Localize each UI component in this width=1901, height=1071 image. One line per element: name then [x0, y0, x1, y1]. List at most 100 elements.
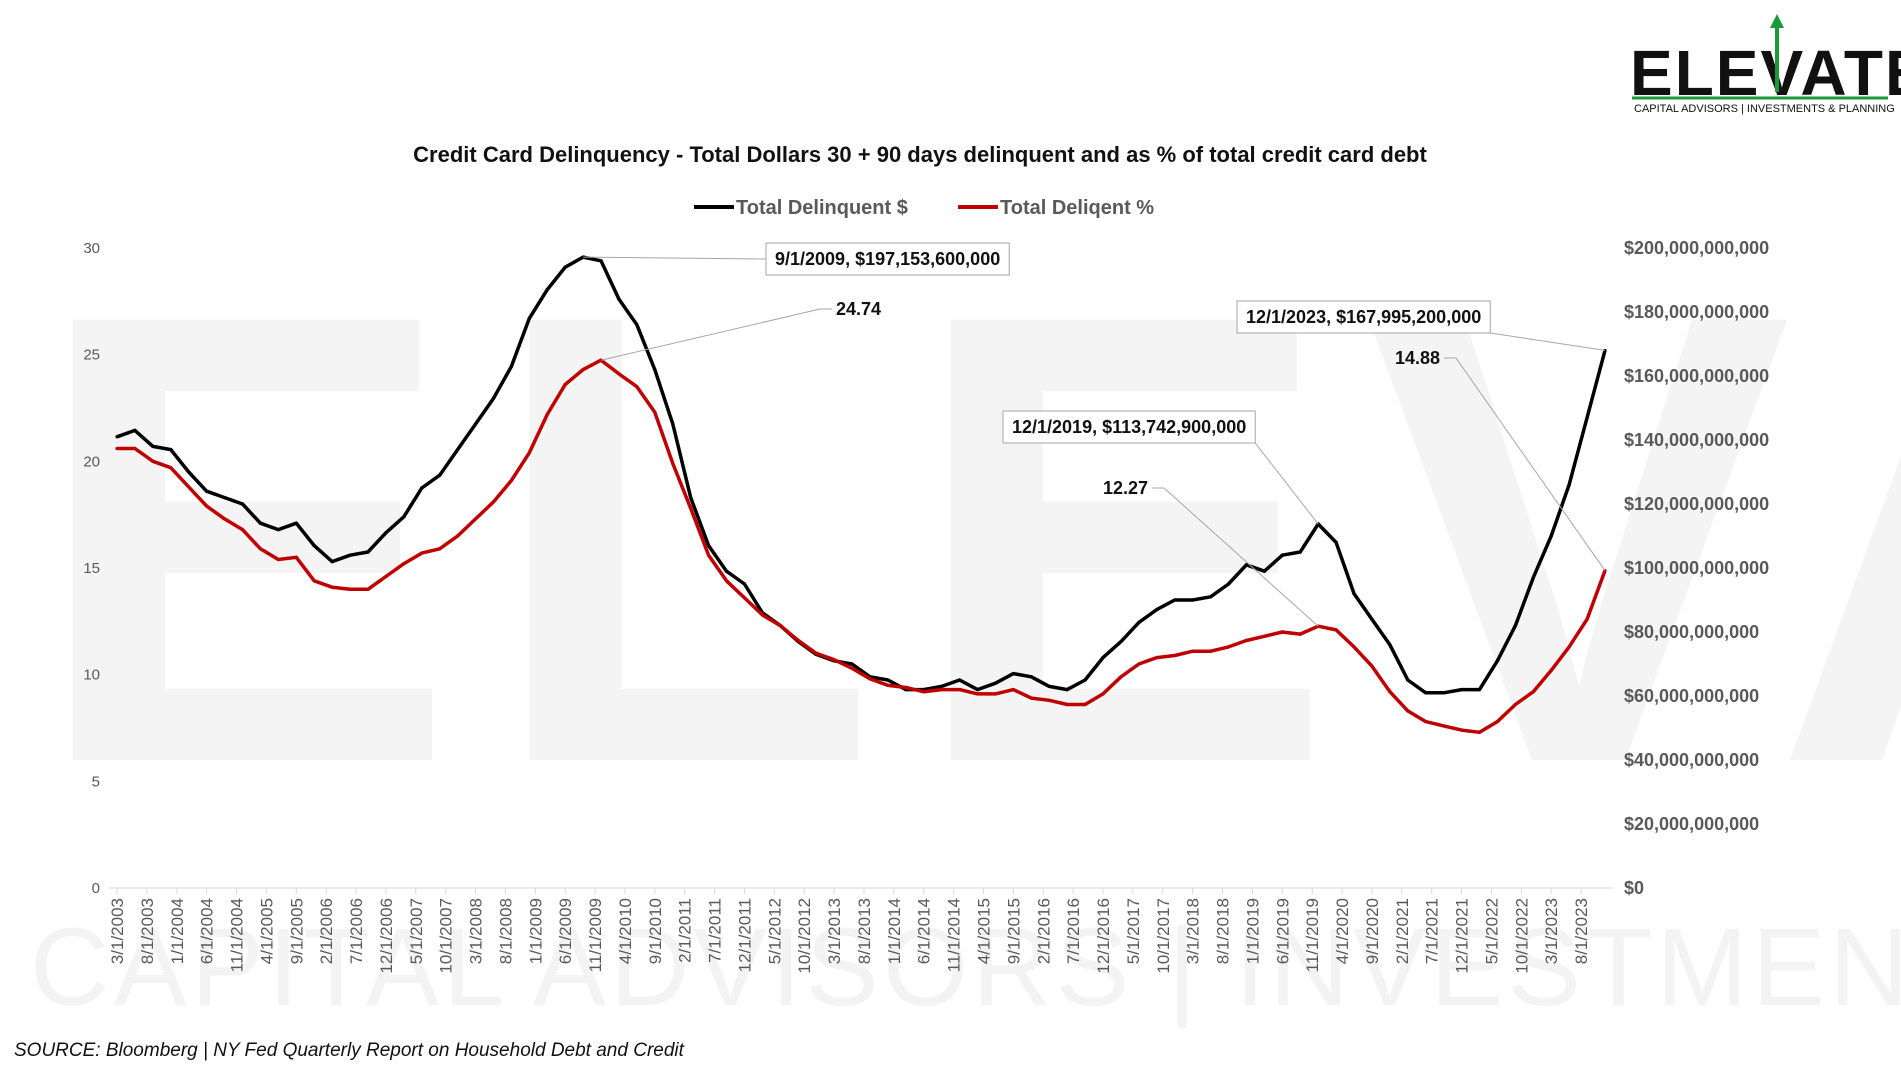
x-axis-tick-label: 8/1/2008 — [496, 898, 515, 964]
watermark-subtitle: CAPITAL ADVISORS | INVESTMENTS & PLANNIN… — [30, 906, 1901, 1029]
series-point — [1173, 653, 1177, 658]
annotation-box — [1002, 410, 1256, 444]
left-axis-tick-label: 5 — [92, 773, 100, 790]
x-axis-tick-label: 5/1/2017 — [1124, 898, 1143, 964]
series-point — [1083, 702, 1087, 707]
series-point — [1029, 696, 1033, 700]
right-axis-tick-label: $60,000,000,000 — [1624, 686, 1759, 706]
series-point — [904, 685, 908, 690]
annotation-label: 9/1/2009, $197,153,600,000 — [775, 249, 1000, 269]
x-axis-tick-label: 10/1/2012 — [795, 898, 814, 974]
series-point — [456, 448, 460, 452]
series-point — [599, 259, 603, 263]
series-point — [133, 446, 137, 451]
series-point — [814, 651, 818, 655]
series-point — [1549, 534, 1553, 538]
series-point — [240, 502, 245, 506]
series-point — [617, 297, 621, 301]
series-point — [258, 521, 263, 525]
x-axis: 3/1/2003 8/1/2003 1/1/2004 6/1/2004 11/1/200… — [108, 888, 1591, 974]
series-point — [617, 372, 621, 376]
series-point — [294, 555, 298, 559]
series-line-delinquent-percent — [117, 358, 1607, 735]
x-axis-tick-label: 2/1/2016 — [1034, 898, 1053, 964]
series-point — [724, 569, 729, 573]
series-point — [545, 288, 549, 292]
series-point — [868, 677, 872, 681]
x-axis-tick-label: 6/1/2004 — [198, 898, 217, 964]
series-point — [258, 547, 263, 551]
x-axis-tick-label: 12/1/2011 — [735, 898, 754, 972]
series-point — [958, 678, 962, 682]
x-axis-tick-label: 9/1/2015 — [1004, 898, 1023, 964]
series-point — [169, 466, 173, 470]
series-point — [850, 666, 854, 670]
series-point — [1406, 709, 1410, 713]
series-point — [1495, 720, 1500, 724]
right-axis-tick-label: $80,000,000,000 — [1624, 622, 1759, 642]
x-axis-tick-label: 2/1/2021 — [1393, 898, 1412, 964]
annotation-label: 24.74 — [836, 299, 881, 319]
series-point — [1083, 678, 1087, 682]
series-point — [509, 478, 514, 483]
series-point — [151, 459, 155, 463]
series-point — [1424, 720, 1428, 724]
right-axis: $0 $20,000,000,000 $40,000,000,000 $60,000,… — [1624, 238, 1769, 898]
logo: ELEVATE CAPITAL ADVISORS | INVESTMENTS &… — [1630, 14, 1901, 115]
series-point — [1513, 624, 1517, 628]
annotation: 14.88 — [1395, 348, 1606, 571]
series-point — [402, 515, 406, 519]
series-point — [707, 544, 711, 548]
series-point — [1442, 691, 1446, 695]
series-point — [384, 531, 388, 535]
series-point — [187, 485, 191, 489]
annotation: 24.74 — [600, 299, 881, 361]
x-axis-tick-label: 2/1/2011 — [676, 898, 695, 963]
right-axis-tick-label: $180,000,000,000 — [1624, 302, 1769, 322]
series-point — [1208, 649, 1213, 653]
series-point — [276, 528, 280, 532]
logo-arrow-icon — [1770, 14, 1784, 92]
x-axis-tick-label: 1/1/2019 — [1243, 898, 1262, 964]
x-axis-tick-label: 4/1/2015 — [975, 898, 994, 964]
annotation-label: 12.27 — [1103, 478, 1148, 498]
left-axis-tick-label: 20 — [83, 453, 100, 470]
series-point — [886, 683, 890, 687]
series-point — [1477, 730, 1482, 734]
series-point — [689, 496, 693, 500]
x-axis-tick-label: 5/1/2012 — [765, 898, 784, 964]
x-axis-tick-label: 6/1/2019 — [1273, 898, 1292, 964]
x-axis-tick-label: 3/1/2018 — [1184, 898, 1203, 964]
right-axis-tick-label: $100,000,000,000 — [1624, 558, 1769, 578]
series-point — [1065, 702, 1069, 707]
series-point — [1137, 620, 1141, 625]
series-point — [1226, 582, 1231, 586]
series-point — [653, 368, 657, 372]
series-point — [115, 435, 119, 439]
x-axis-tick-label: 6/1/2014 — [915, 898, 934, 964]
series-point — [1567, 483, 1571, 487]
series-point — [1459, 688, 1464, 692]
series-point — [1011, 672, 1015, 676]
x-axis-tick-label: 11/1/2014 — [945, 898, 964, 972]
series-point — [563, 265, 567, 269]
series-point — [1119, 640, 1123, 644]
legend: Total Delinquent $ Total Deliqent % — [694, 197, 1154, 219]
series-point — [115, 446, 119, 451]
series-point — [1370, 664, 1374, 668]
series-point — [653, 410, 657, 414]
series-point — [1119, 675, 1123, 679]
right-axis-tick-label: $140,000,000,000 — [1624, 430, 1769, 450]
series-point — [240, 528, 245, 532]
series-point — [940, 688, 944, 692]
series-point — [312, 544, 316, 548]
legend-label-delinquent-percent: Total Deliqent % — [1000, 197, 1154, 219]
series-point — [958, 688, 962, 692]
series-point — [1406, 678, 1410, 682]
series-point — [1388, 690, 1392, 694]
series-point — [832, 658, 836, 662]
watermark-word: ELEVATE — [30, 181, 1901, 896]
annotation: 12.27 — [1103, 478, 1319, 627]
series-point — [1459, 728, 1464, 732]
